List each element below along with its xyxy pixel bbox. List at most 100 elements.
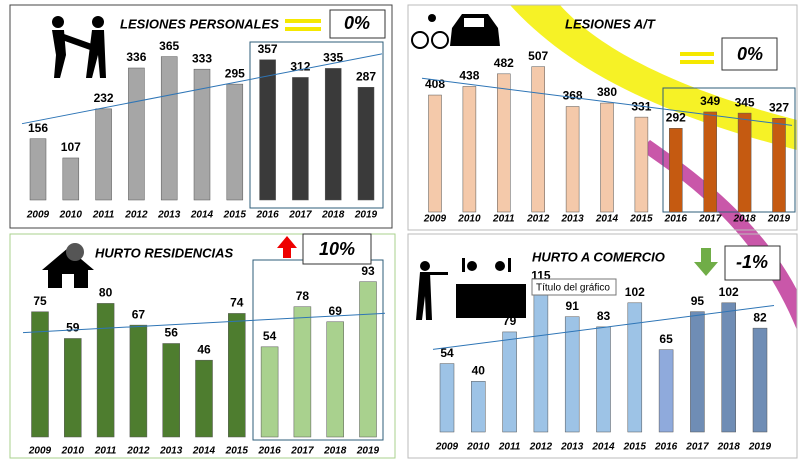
bar [293, 306, 312, 438]
robbery-icon [416, 258, 526, 320]
value-label: 54 [440, 346, 454, 360]
value-label: 156 [28, 121, 48, 135]
bar [596, 326, 611, 433]
x-tick-label: 2010 [457, 214, 481, 225]
x-tick-label: 2019 [767, 214, 791, 225]
value-label: 335 [323, 51, 343, 65]
x-tick-label: 2016 [654, 442, 678, 453]
x-tick-label: 2011 [94, 446, 117, 457]
x-tick-label: 2010 [59, 210, 83, 221]
value-label: 46 [197, 342, 211, 356]
bar [96, 303, 115, 438]
value-label: 107 [61, 140, 81, 154]
x-tick-label: 2018 [323, 446, 347, 457]
value-label: 345 [735, 95, 755, 109]
bar [260, 346, 279, 438]
value-label: 56 [165, 326, 179, 340]
bar [531, 66, 545, 213]
highlight-box [662, 87, 796, 213]
value-label: 507 [528, 49, 548, 63]
panel [9, 4, 393, 229]
x-tick-label: 2012 [124, 210, 148, 221]
x-tick-label: 2013 [157, 210, 181, 221]
value-label: 333 [192, 51, 212, 65]
value-label: 368 [563, 89, 583, 103]
value-label: 349 [700, 94, 720, 108]
x-tick-label: 2010 [466, 442, 490, 453]
bar [669, 128, 683, 213]
panel [9, 233, 396, 459]
equal-indicator [680, 52, 714, 56]
decor-swoosh [640, 140, 797, 330]
badge-box [302, 233, 372, 265]
bar [160, 56, 178, 201]
x-tick-label: 2015 [629, 214, 653, 225]
highlight-box [249, 41, 384, 209]
bar [193, 68, 211, 201]
trend-line [432, 304, 775, 350]
x-tick-label: 2009 [28, 446, 52, 457]
x-tick-label: 2015 [223, 210, 247, 221]
bar [326, 321, 344, 438]
x-tick-label: 2010 [61, 446, 85, 457]
x-tick-label: 2012 [526, 214, 550, 225]
bar [721, 302, 736, 433]
bar [462, 86, 477, 213]
x-tick-label: 2016 [664, 214, 688, 225]
tooltip-box [531, 278, 617, 296]
x-tick-label: 2009 [435, 442, 459, 453]
x-tick-label: 2017 [290, 446, 314, 457]
bar [357, 87, 375, 201]
bar [565, 106, 580, 213]
value-label: 83 [597, 309, 611, 323]
change-badge: -1% [736, 252, 768, 272]
chart-title: HURTO RESIDENCIAS [95, 245, 234, 260]
value-label: 79 [503, 314, 517, 328]
bar [292, 77, 309, 201]
trend-line [22, 312, 386, 334]
bar [428, 94, 442, 213]
value-label: 80 [99, 286, 113, 300]
equal-indicator [285, 19, 321, 23]
bar [31, 311, 49, 438]
bar [324, 68, 342, 201]
x-tick-label: 2017 [698, 214, 722, 225]
bar [29, 138, 47, 201]
bar [162, 343, 180, 438]
value-label: 95 [691, 294, 705, 308]
x-tick-label: 2009 [423, 214, 447, 225]
value-label: 357 [258, 42, 278, 56]
value-label: 295 [225, 66, 245, 80]
x-tick-label: 2012 [529, 442, 553, 453]
x-tick-label: 2019 [354, 210, 378, 221]
x-tick-label: 2017 [288, 210, 312, 221]
value-label: 91 [566, 299, 580, 313]
x-tick-label: 2013 [159, 446, 183, 457]
trend-line [421, 77, 793, 126]
x-tick-label: 2015 [623, 442, 647, 453]
panel [407, 4, 798, 231]
value-label: 40 [472, 364, 486, 378]
x-tick-label: 2014 [190, 210, 214, 221]
bar [703, 111, 717, 213]
bar [195, 359, 213, 438]
bar [634, 116, 649, 213]
x-tick-label: 2013 [560, 442, 584, 453]
x-tick-label: 2014 [192, 446, 216, 457]
change-badge: 0% [344, 13, 370, 33]
value-label: 93 [361, 264, 375, 278]
bar [62, 157, 80, 201]
trend-line [21, 53, 383, 125]
value-label: 102 [719, 285, 739, 299]
x-tick-label: 2018 [732, 214, 756, 225]
x-tick-label: 2012 [126, 446, 150, 457]
bar [600, 102, 614, 213]
badge-box [329, 9, 386, 39]
value-label: 74 [230, 296, 244, 310]
x-tick-label: 2011 [492, 214, 515, 225]
x-tick-label: 2019 [356, 446, 380, 457]
bar [228, 313, 246, 438]
value-label: 327 [769, 100, 789, 114]
value-label: 82 [753, 310, 767, 324]
value-label: 65 [659, 332, 673, 346]
